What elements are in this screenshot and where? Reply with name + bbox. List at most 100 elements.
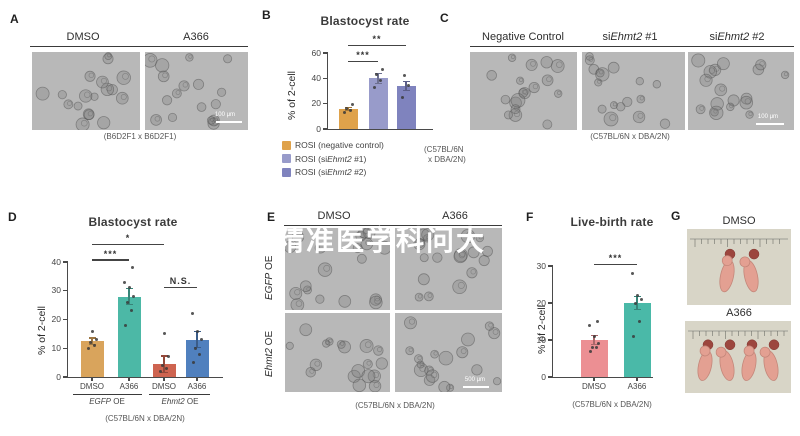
- legend-row: ROSI (siEhmt2 #2): [282, 167, 384, 177]
- panel-e-col-label-a366: A366: [442, 210, 468, 222]
- data-point: [129, 309, 133, 313]
- scale-bar-label-e: 500 μm: [464, 377, 486, 383]
- panel-g-letter: G: [671, 209, 681, 223]
- data-point: [191, 361, 195, 365]
- bar: [368, 78, 388, 129]
- data-point: [190, 312, 194, 316]
- data-point: [374, 73, 378, 77]
- data-point: [162, 332, 166, 336]
- significance-label: N.S.: [169, 275, 192, 286]
- chart-b-title: Blastocyst rate: [320, 14, 410, 28]
- data-point: [378, 79, 382, 83]
- scale-bar-line-e: [463, 386, 489, 388]
- y-tick-label: 40: [311, 72, 321, 83]
- data-point: [90, 329, 94, 333]
- chart-f-plot-area: 0 10 20 30 DMSO A366 ***: [537, 253, 653, 391]
- significance-label: **: [372, 34, 382, 45]
- error-bar-cap: [374, 82, 382, 85]
- chart-b-plot-area: 0 20 40 60 *** **: [312, 35, 433, 134]
- significance-label: ***: [608, 252, 623, 263]
- legend-row: ROSI (siEhmt2 #1): [282, 154, 384, 164]
- y-tick-label: 20: [311, 98, 321, 109]
- data-point: [164, 366, 168, 370]
- panel-c-caption: (C57BL/6N x DBA/2N): [590, 132, 670, 141]
- y-tick: [548, 302, 553, 304]
- y-tick-label: 0: [541, 371, 546, 382]
- scale-bar-label-c: 100 μm: [757, 114, 779, 120]
- scale-bar-line-c: [756, 123, 784, 125]
- chart-b-legend: ROSI (negative control) ROSI (siEhmt2 #1)…: [282, 140, 384, 181]
- panel-f-caption: (C57BL/6N x DBA/2N): [572, 400, 652, 409]
- y-tick: [323, 52, 328, 54]
- data-point: [195, 329, 199, 333]
- significance-line: [164, 286, 197, 288]
- significance-label: *: [125, 232, 131, 243]
- data-point: [380, 67, 384, 71]
- x-category-label: A366: [119, 382, 139, 391]
- micrograph-c-siehmt2-2: [688, 52, 794, 130]
- y-tick-label: 10: [51, 342, 61, 353]
- panel-c-letter: C: [440, 11, 449, 25]
- data-point: [631, 334, 635, 338]
- error-bar-cap: [402, 80, 410, 83]
- y-tick: [63, 290, 68, 292]
- bar: [396, 85, 416, 129]
- data-point: [160, 364, 164, 367]
- data-point: [348, 108, 352, 112]
- chart-f-y-axis-label: % of 2-cell: [536, 304, 548, 355]
- scale-bar-label-a: 100 μm: [214, 112, 236, 118]
- chart-d-title: Blastocyst rate: [88, 215, 178, 229]
- data-point: [199, 338, 203, 342]
- panel-c-label-siehmt2-1: siEhmt2 #1: [602, 31, 658, 43]
- panel-e-col-label-dmso: DMSO: [317, 210, 351, 222]
- data-point: [344, 107, 348, 111]
- data-point: [406, 84, 410, 88]
- micrograph-e-ehmt2-a366: [395, 313, 502, 392]
- panel-a-letter: A: [10, 12, 19, 26]
- panel-e-row-label-egfp-oe: EGFP OE: [264, 255, 275, 301]
- significance-label: ***: [103, 248, 118, 259]
- data-point: [94, 338, 98, 342]
- legend-swatch: [282, 167, 291, 177]
- micrograph-c-negative-control: [470, 52, 577, 130]
- data-point: [400, 95, 404, 99]
- bar: [623, 303, 651, 377]
- x-tick: [163, 377, 165, 381]
- data-point: [592, 334, 596, 338]
- data-point: [588, 349, 592, 353]
- x-tick: [128, 377, 130, 381]
- panel-c-label-negative-control: Negative Control: [482, 31, 564, 43]
- bar: [580, 340, 608, 377]
- bar: [185, 339, 209, 377]
- y-tick-label: 20: [536, 297, 546, 308]
- x-category-label: DMSO: [80, 382, 104, 391]
- data-point: [587, 323, 591, 327]
- panel-a-label-a366: A366: [183, 31, 209, 43]
- error-bar: [347, 106, 349, 111]
- error-bar-cap: [193, 347, 201, 349]
- data-point: [193, 346, 197, 350]
- micrograph-e-egfp-dmso: [285, 228, 390, 310]
- legend-label: ROSI (siEhmt2 #2): [295, 167, 367, 177]
- data-point: [596, 342, 600, 346]
- chart-d-plot-area: 0 10 20 30 40 DMSO A366 DMSO A366 *** * N.S.: [52, 233, 223, 391]
- data-point: [86, 346, 90, 350]
- x-category-label: A366: [187, 382, 207, 391]
- pup-photo-a366: [685, 321, 791, 393]
- error-bar-cap: [160, 355, 168, 357]
- y-tick: [323, 128, 328, 130]
- y-tick: [323, 77, 328, 79]
- error-bar-cap: [402, 89, 410, 91]
- legend-label: ROSI (siEhmt2 #1): [295, 153, 367, 164]
- x-category-label: DMSO: [582, 382, 606, 391]
- panel-c-header-line: [470, 46, 794, 48]
- data-point: [127, 286, 131, 290]
- data-point: [130, 266, 134, 270]
- significance-line: [92, 243, 164, 245]
- data-point: [402, 74, 406, 78]
- error-bar-cap: [88, 343, 96, 345]
- data-point: [350, 103, 354, 107]
- data-point: [122, 280, 126, 284]
- micrograph-a-dmso: [32, 52, 140, 130]
- data-point: [635, 294, 639, 298]
